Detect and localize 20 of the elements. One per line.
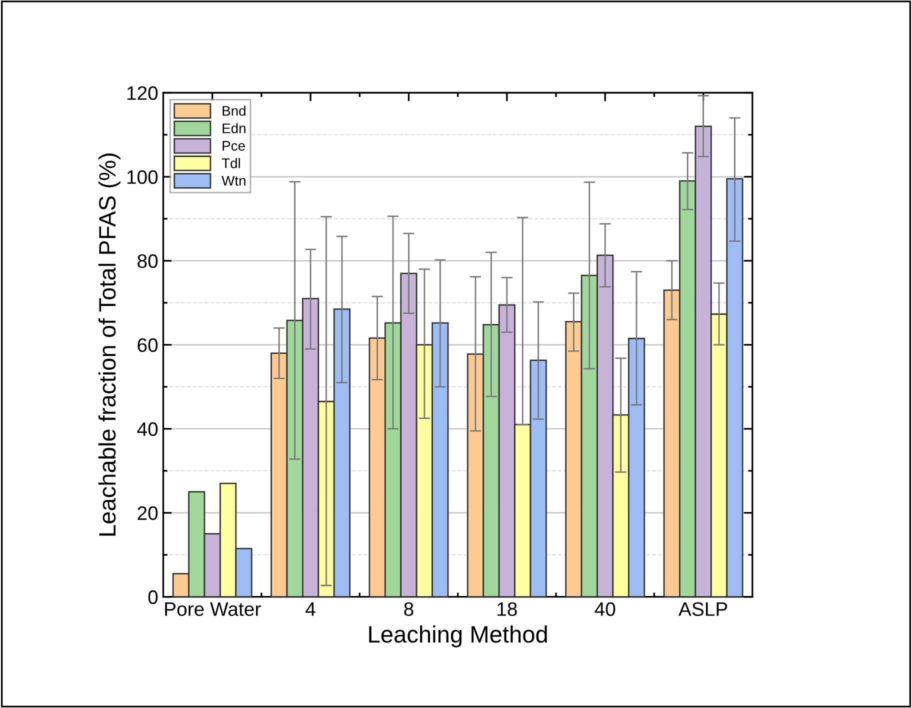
x-tick-label: ASLP	[678, 602, 728, 616]
x-tick-label: 4	[306, 602, 316, 616]
y-tick-label: 60	[138, 338, 158, 352]
y-tick-label: 20	[138, 506, 158, 520]
legend-label: Tdl	[222, 158, 240, 168]
legend-label: Wtn	[222, 176, 246, 186]
y-tick-label: 100	[127, 170, 158, 184]
legend-label: Pce	[222, 141, 245, 151]
x-tick-label: 18	[498, 602, 517, 616]
legend-label: Edn	[222, 123, 246, 134]
x-axis-title: Leaching Method	[369, 625, 547, 648]
y-tick-label: 40	[137, 422, 158, 436]
y-tick-label: 120	[127, 86, 158, 100]
y-axis-title: Leachable fraction of Total PFAS (%)	[98, 154, 120, 536]
legend-label: Bnd	[222, 106, 246, 116]
x-tick-label: 8	[404, 602, 414, 616]
x-tick-label: 40	[594, 602, 616, 616]
y-tick-label: 0	[148, 590, 158, 604]
y-tick-label: 80	[138, 254, 158, 268]
x-tick-label: Pore Water	[165, 602, 261, 616]
